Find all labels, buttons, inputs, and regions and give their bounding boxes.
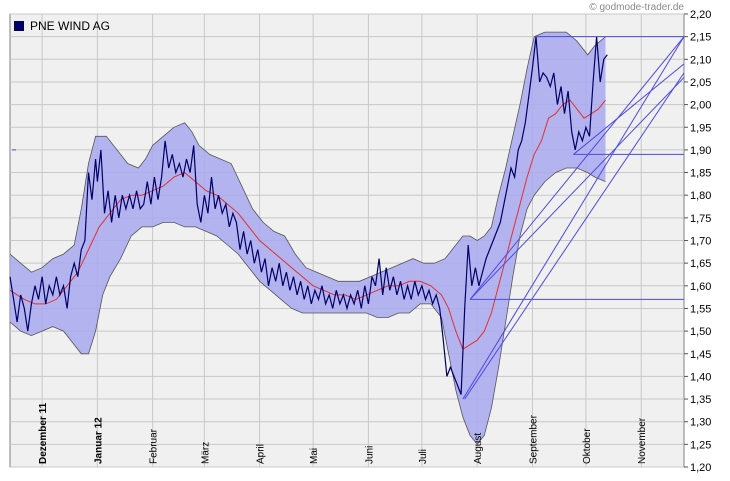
month-label: August: [473, 433, 484, 464]
y-tick-label: 1,30: [690, 417, 711, 429]
y-tick-label: 1,95: [690, 122, 711, 134]
month-label: April: [256, 444, 267, 464]
month-label: Dezember 11: [38, 402, 49, 464]
chart-title: PNE WIND AG: [30, 19, 110, 33]
y-tick-label: 1,70: [690, 236, 711, 248]
y-tick-label: 2,00: [690, 100, 711, 112]
legend-swatch: [14, 21, 24, 31]
x-axis: Dezember 11 Januar 12 Februar März April Mai J…: [38, 402, 648, 464]
y-tick-label: 1,20: [690, 462, 711, 474]
month-label: Oktober: [582, 428, 593, 464]
trendline: [573, 63, 685, 155]
y-tick-label: 2,05: [690, 77, 711, 89]
y-tick-label: 1,75: [690, 213, 711, 225]
y-tick-label: 1,40: [690, 371, 711, 383]
y-tick-label: 1,80: [690, 190, 711, 202]
watermark: © godmode-trader.de: [589, 2, 684, 13]
y-tick-label: 1,45: [690, 349, 711, 361]
trendline: [462, 36, 685, 400]
y-axis: 2,20 2,15 2,10 2,05 2,00 1,95 1,90 1,85 1,80 1,75…: [684, 9, 711, 474]
y-tick-label: 1,55: [690, 303, 711, 315]
trendline: [464, 72, 685, 400]
month-label: März: [200, 442, 211, 464]
month-label: Mai: [309, 448, 320, 464]
y-tick-label: 1,90: [690, 145, 711, 157]
month-label: Januar 12: [93, 417, 104, 464]
y-tick-label: 1,85: [690, 168, 711, 180]
price-line: [9, 36, 608, 395]
lines-layer: [9, 36, 608, 395]
y-tick-label: 2,15: [690, 32, 711, 44]
month-label: Juni: [364, 446, 375, 464]
y-tick-label: 1,35: [690, 394, 711, 406]
upper-band-line: [9, 31, 606, 282]
month-label: November: [637, 417, 648, 464]
y-tick-label: 1,50: [690, 326, 711, 338]
y-tick-label: 1,65: [690, 258, 711, 270]
month-label: September: [528, 414, 539, 464]
band-layer: [9, 31, 606, 445]
trendline-layer: [12, 36, 685, 400]
trendline: [469, 36, 685, 300]
y-tick-label: 1,60: [690, 281, 711, 293]
legend: PNE WIND AG: [14, 19, 110, 33]
y-tick-label: 2,10: [690, 54, 711, 66]
month-label: Juli: [418, 449, 429, 464]
bollinger-band: [10, 32, 606, 445]
y-tick-label: 1,25: [690, 439, 711, 451]
y-tick-label: 2,20: [690, 9, 711, 21]
lower-band-line: [9, 167, 606, 445]
trendline: [469, 77, 685, 300]
month-label: Februar: [149, 428, 160, 464]
